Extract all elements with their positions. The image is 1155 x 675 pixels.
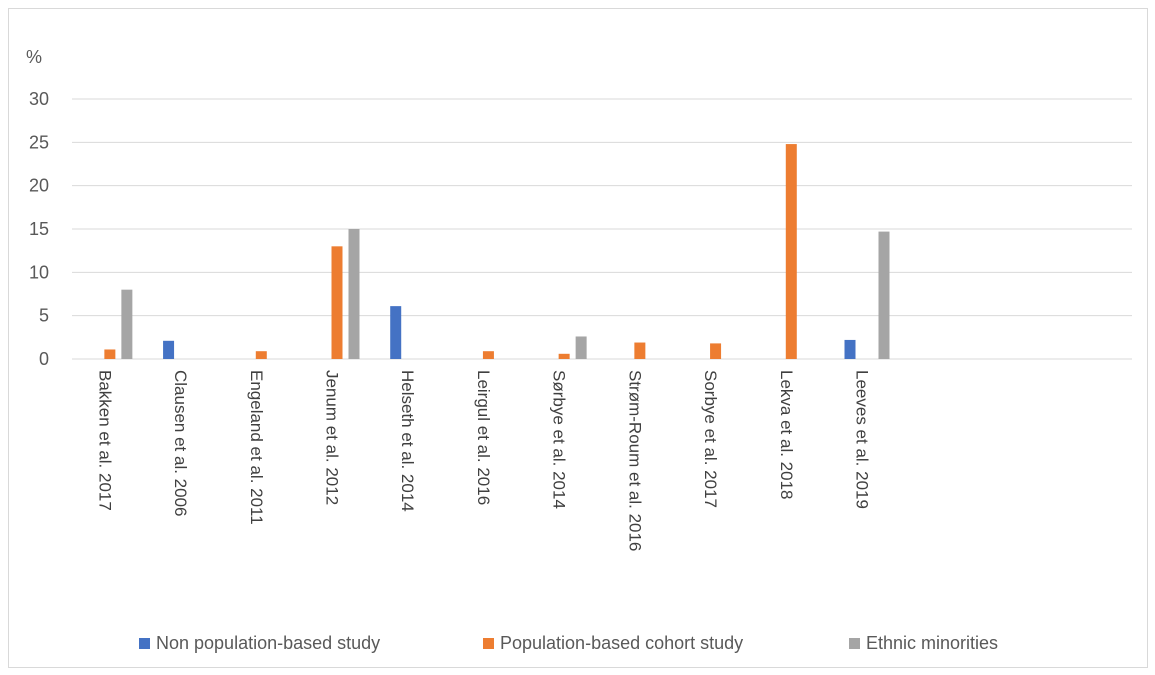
legend: Non population-based study Population-bas… [139,633,998,653]
bar-ethnic-minorities [878,231,890,359]
bar-non-population-based-study [844,339,856,359]
legend-swatch [849,638,860,649]
x-category-label: Strøm-Roum et al. 2016 [625,370,644,551]
bar-population-based-cohort-study [634,342,646,359]
legend-swatch [483,638,494,649]
x-category-label: Engeland et al. 2011 [247,370,266,525]
x-category-label: Clausen et al. 2006 [171,370,190,517]
bar-non-population-based-study [163,340,175,359]
bar-ethnic-minorities [348,229,360,359]
y-tick-label: 30 [29,89,49,109]
bars [104,144,890,359]
bar-population-based-cohort-study [710,343,722,359]
y-tick-label: 0 [39,349,49,369]
y-tick-label: 25 [29,132,49,152]
y-tick-label: 10 [29,262,49,282]
x-category-label: Leirgul et al. 2016 [474,370,493,505]
bar-non-population-based-study [390,306,402,359]
bar-population-based-cohort-study [785,144,797,359]
x-category-label: Sorbye et al. 2017 [701,370,720,508]
y-axis-unit-label: % [26,47,42,67]
x-category-label: Helseth et al. 2014 [398,370,417,512]
x-category-label: Leeves et al. 2019 [853,370,872,509]
legend-label: Non population-based study [156,633,380,653]
bar-population-based-cohort-study [482,351,494,359]
gridlines [72,98,1132,360]
bar-population-based-cohort-study [331,246,343,359]
legend-swatch [139,638,150,649]
y-tick-label: 20 [29,176,49,196]
bar-ethnic-minorities [575,336,587,359]
bar-population-based-cohort-study [255,351,267,359]
y-tick-label: 15 [29,219,49,239]
bar-ethnic-minorities [121,289,133,359]
x-category-label: Jenum et al. 2012 [323,370,342,505]
bar-population-based-cohort-study [104,349,116,359]
legend-label: Ethnic minorities [866,633,998,653]
category-labels: Bakken et al. 2017 Clausen et al. 2006 Eng… [95,370,871,551]
bar-population-based-cohort-study [558,353,570,359]
y-tick-label: 5 [39,306,49,326]
x-category-label: Lekva et al. 2018 [777,370,796,499]
axes: % 0 5 10 15 20 25 30 [26,47,49,369]
legend-label: Population-based cohort study [500,633,743,653]
x-category-label: Sørbye et al. 2014 [550,370,569,509]
x-category-label: Bakken et al. 2017 [95,370,114,511]
